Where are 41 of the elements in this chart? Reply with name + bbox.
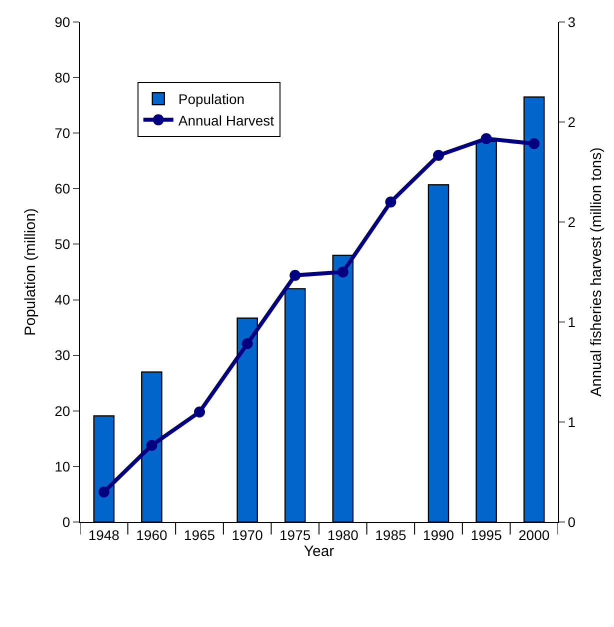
x-tick-label: 1970 bbox=[232, 526, 264, 543]
y-axis-title: Population (million) bbox=[22, 208, 39, 336]
x-tick-label: 1990 bbox=[422, 526, 454, 543]
point bbox=[480, 133, 492, 144]
y-tick-label: 30 bbox=[54, 347, 70, 364]
x-tick-label: 1980 bbox=[327, 526, 359, 543]
point bbox=[337, 266, 348, 278]
point bbox=[98, 486, 110, 498]
x-tick-label: 1985 bbox=[375, 526, 406, 543]
point bbox=[242, 338, 253, 350]
point bbox=[528, 138, 540, 150]
y-tick-label: 60 bbox=[54, 180, 70, 197]
x-tick-label: 1965 bbox=[184, 526, 216, 543]
y-tick-label: 0 bbox=[62, 514, 70, 530]
x-axis-title: Year bbox=[304, 542, 334, 560]
y-tick-label: 20 bbox=[54, 402, 70, 419]
point bbox=[433, 150, 444, 161]
legend-label: Population bbox=[178, 91, 245, 108]
x-tick-label: 2000 bbox=[518, 526, 550, 543]
x-tick-label: 1975 bbox=[280, 526, 311, 543]
y2-tick-label: 2 bbox=[568, 214, 576, 230]
y-tick-label: 80 bbox=[54, 69, 70, 86]
y2-tick-label: 1 bbox=[568, 414, 576, 430]
point bbox=[290, 270, 301, 281]
x-tick-label: 1948 bbox=[88, 526, 120, 543]
y-tick-label: 50 bbox=[54, 236, 70, 252]
y-tick-label: 40 bbox=[54, 292, 70, 308]
x-tick-label: 1995 bbox=[470, 526, 502, 543]
point bbox=[146, 440, 158, 451]
point bbox=[385, 196, 396, 208]
y2-tick-label: 0 bbox=[568, 514, 576, 530]
y2-tick-label: 2 bbox=[568, 114, 576, 130]
x-tick-label: 1960 bbox=[136, 526, 168, 543]
y-tick-label: 90 bbox=[54, 14, 70, 30]
legend-label: Annual Harvest bbox=[178, 112, 274, 128]
y-tick-label: 10 bbox=[54, 458, 70, 474]
y-tick-label: 70 bbox=[54, 125, 70, 142]
y2-axis-title: Annual fisheries harvest (million tons) bbox=[588, 147, 605, 397]
y2-tick-label: 1 bbox=[568, 314, 576, 330]
y2-tick-label: 3 bbox=[568, 14, 576, 30]
point bbox=[194, 406, 205, 418]
